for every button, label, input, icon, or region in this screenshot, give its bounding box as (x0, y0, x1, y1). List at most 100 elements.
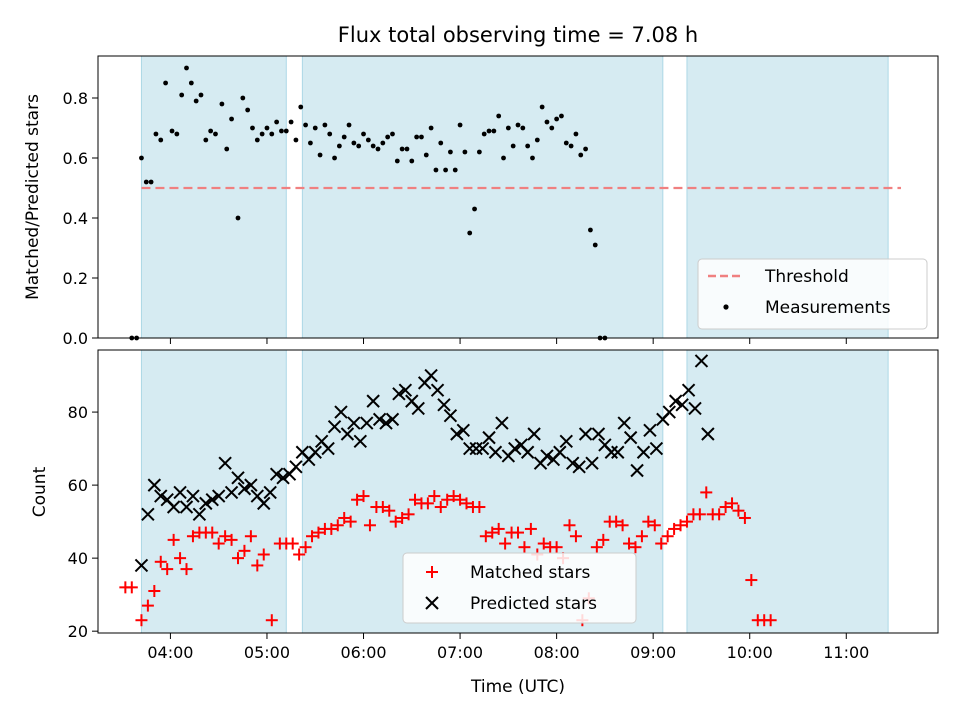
measurement-point (288, 119, 294, 125)
measurement-point (496, 113, 502, 119)
predicted-star-point (443, 409, 458, 423)
predicted-star-point (662, 405, 676, 419)
matched-star-point (745, 574, 758, 587)
matched-star-point (616, 519, 629, 532)
matched-star-point (389, 515, 402, 528)
predicted-star-point (166, 500, 181, 514)
matched-star-point (726, 497, 739, 510)
predicted-star-point (611, 445, 625, 459)
bottom-y-tick-label: 20 (68, 622, 88, 641)
predicted-star-point (450, 427, 464, 441)
measurement-point (169, 128, 175, 134)
bottom-y-tick-label: 60 (68, 476, 88, 495)
bottom-x-ticks: 04:00 05:00 06:00 07:00 08:00 09:00 10:00 11:00 (147, 633, 869, 662)
matched-star-point (590, 541, 603, 554)
predicted-star-point (218, 456, 232, 470)
measurement-point (525, 143, 531, 149)
predicted-legend-label: Predicted stars (470, 594, 597, 614)
measurement-point (501, 155, 506, 161)
predicted-star-point (199, 496, 213, 511)
matched-star-point (402, 508, 415, 521)
matched-star-point (257, 548, 270, 561)
predicted-star-point (482, 430, 496, 445)
predicted-star-point (701, 427, 715, 441)
predicted-star-point (327, 419, 342, 434)
matched-star-point (344, 515, 357, 528)
top-y-ticks: 0.0 0.2 0.4 0.6 0.8 (63, 89, 98, 348)
predicted-star-point (694, 354, 709, 368)
predicted-star-point (308, 445, 322, 459)
matched-star-point (135, 614, 148, 627)
measurement-point (229, 116, 234, 122)
measurement-point (184, 65, 189, 71)
measurement-point (293, 137, 299, 143)
measurement-point (361, 131, 366, 137)
measurement-point (240, 95, 246, 101)
predicted-star-point (572, 460, 586, 474)
matched-star-point (383, 504, 396, 517)
predicted-star-point (424, 368, 438, 383)
matched-star-point (563, 519, 576, 532)
matched-star-point (357, 490, 370, 503)
predicted-star-point (154, 489, 168, 503)
top-y-tick-label: 0.2 (63, 269, 88, 288)
predicted-star-point (688, 401, 702, 416)
predicted-star-point (630, 463, 644, 478)
predicted-star-point (578, 427, 593, 441)
top-y-tick-label: 0.8 (63, 89, 88, 108)
predicted-star-point (488, 445, 503, 459)
matched-star-point (351, 493, 364, 506)
measurement-point (158, 137, 164, 143)
predicted-star-point (173, 485, 187, 500)
top-legend: Threshold Measurements (697, 258, 928, 330)
measurement-point (399, 146, 405, 152)
measurement-point (568, 143, 574, 149)
bottom-y-tick-label: 80 (68, 403, 88, 422)
predicted-star-point (469, 441, 483, 456)
matched-star-point (648, 519, 661, 532)
measurement-point (394, 158, 400, 164)
x-tick-label: 07:00 (437, 643, 483, 662)
measurement-point (139, 155, 144, 161)
matched-star-point (396, 511, 409, 524)
measurement-point (457, 122, 463, 128)
matched-star-point (661, 530, 674, 543)
matched-star-point (518, 541, 531, 554)
matched-legend-label: Matched stars (470, 563, 590, 583)
measurement-point (188, 80, 194, 86)
matched-star-point (668, 522, 681, 535)
measurement-point (365, 137, 371, 143)
matched-star-point (141, 599, 154, 612)
predicted-star-point (604, 445, 619, 459)
bottom-observing-span-3 (686, 349, 889, 634)
matched-star-point (674, 519, 687, 532)
measurement-point (356, 143, 362, 149)
top-observing-span-2 (301, 55, 664, 339)
measurement-point (370, 143, 376, 149)
measurement-point (419, 134, 424, 140)
matched-star-point (713, 508, 726, 521)
measurement-point (428, 125, 434, 131)
measurement-point (148, 179, 154, 185)
matched-star-point (125, 581, 138, 594)
matched-star-point (251, 559, 264, 572)
matched-star-point (376, 501, 389, 514)
predicted-star-point (147, 478, 162, 492)
measurement-point (346, 122, 352, 128)
matched-star-point (473, 501, 486, 514)
measurement-point (534, 137, 540, 143)
bottom-legend-box (402, 552, 637, 624)
measurement-point (505, 125, 511, 131)
matched-star-point (286, 537, 299, 550)
measurement-point (327, 131, 333, 137)
top-legend-box (697, 258, 928, 330)
matched-star-point (212, 537, 225, 550)
top-data-marks (129, 65, 901, 341)
predicted-star-point (649, 441, 664, 456)
measurement-point (578, 152, 584, 158)
measurement-point (404, 146, 410, 152)
top-y-tick-label: 0.6 (63, 149, 88, 168)
bottom-panel: 20 40 60 80 04:00 05:00 06:00 07:00 08:00 09:00 1… (30, 349, 939, 697)
matched-legend-swatch (426, 566, 438, 578)
matched-star-point (409, 493, 422, 506)
